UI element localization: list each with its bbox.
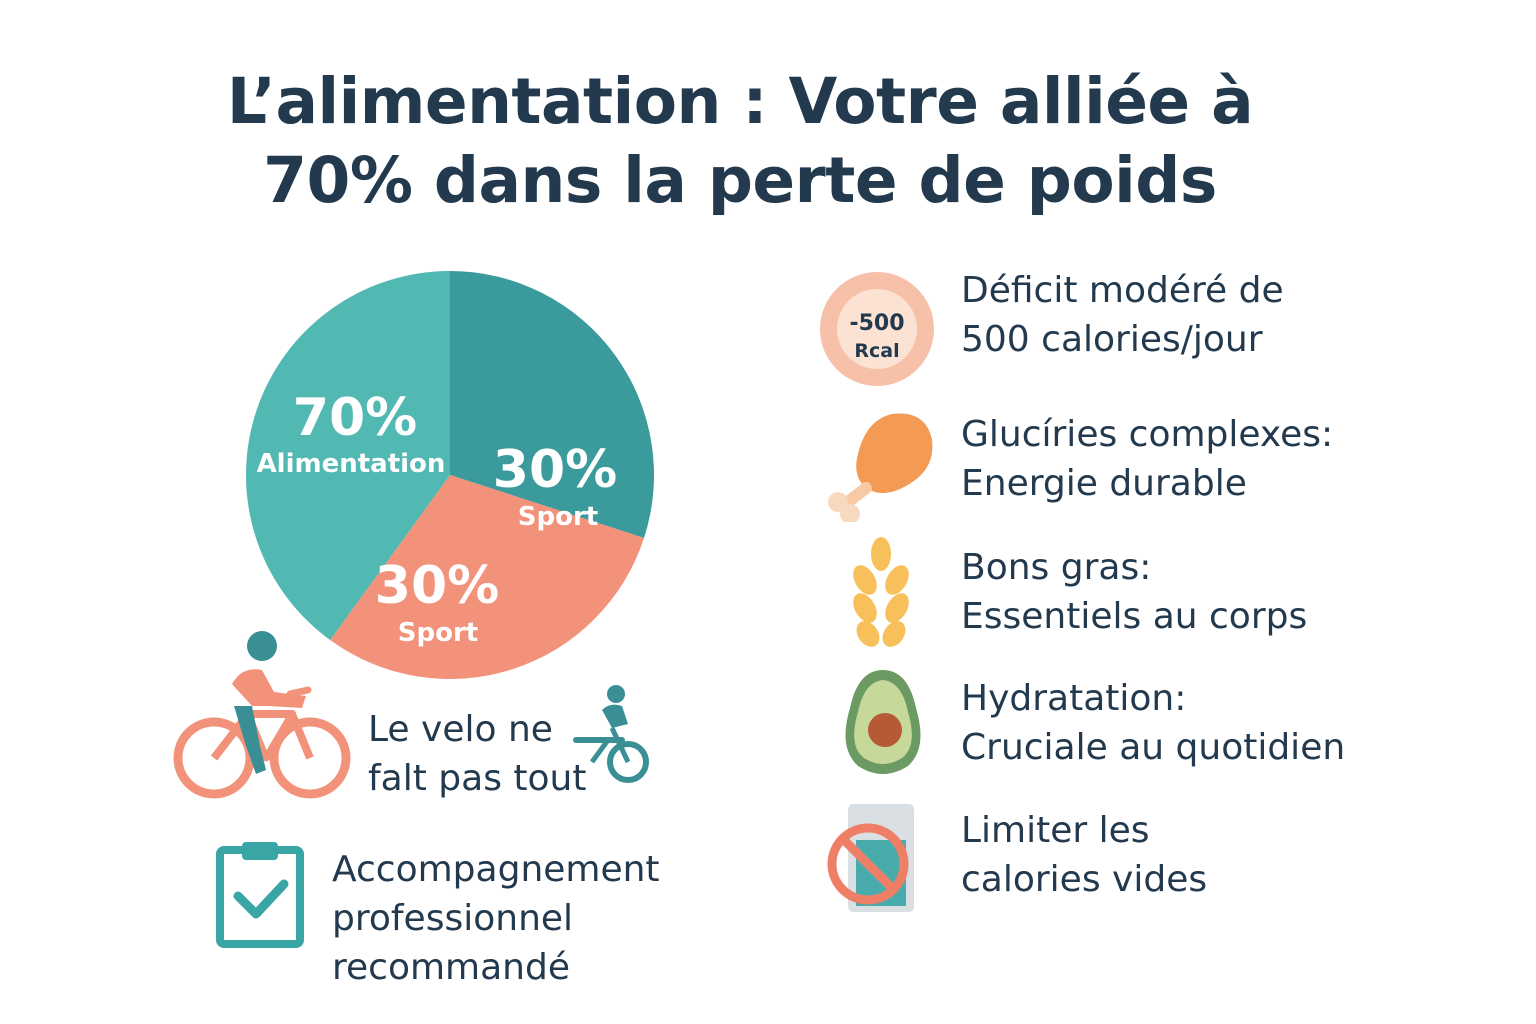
cyclist-icon bbox=[173, 631, 351, 799]
title-line-1: L’alimentation : Votre alliée à bbox=[226, 65, 1254, 138]
page-title: L’alimentation : Votre alliée à 70% dans… bbox=[0, 62, 1480, 220]
slice-label-sport-teal: Sport bbox=[518, 502, 598, 532]
small-cyclist-icon bbox=[573, 685, 649, 783]
calorie-badge-icon: -500 Rcal bbox=[820, 272, 934, 386]
badge-value: -500 bbox=[849, 311, 904, 336]
tip-2-line-2: Energie durable bbox=[961, 463, 1247, 504]
tip-4-line-1: Hydratation: bbox=[961, 678, 1187, 719]
tip-complex-carbs: Glucíries complexes: Energie durable bbox=[961, 410, 1333, 508]
tip-5-line-1: Limiter les bbox=[961, 810, 1150, 851]
badge-unit: Rcal bbox=[854, 340, 899, 362]
avocado-icon bbox=[845, 670, 921, 774]
tip-4-line-2: Cruciale au quotidien bbox=[961, 727, 1346, 768]
tip-3-line-2: Essentiels au corps bbox=[961, 596, 1308, 637]
tip-1-line-2: 500 calories/jour bbox=[961, 319, 1263, 360]
pie-slice-alimentation bbox=[245, 271, 450, 641]
tip-good-fats: Bons gras: Essentiels au corps bbox=[961, 543, 1307, 641]
bike-note: Le velo ne falt pas tout bbox=[368, 705, 586, 803]
slice-label-alimentation: Alimentation bbox=[257, 449, 446, 479]
slice-label-value-sport-coral: 30% bbox=[375, 556, 499, 616]
bike-note-line-1: Le velo ne bbox=[368, 709, 553, 750]
coaching-note: Accompagnement professionnel recommandé bbox=[332, 845, 660, 992]
slice-label-value-alimentation: 70% bbox=[293, 388, 417, 448]
chicken-drumstick-icon bbox=[828, 413, 933, 522]
coaching-line-1: Accompagnement bbox=[332, 849, 660, 890]
tip-1-line-1: Déficit modéré de bbox=[961, 270, 1284, 311]
slice-label-sport-coral: Sport bbox=[398, 618, 478, 648]
pie-slice-sport-coral bbox=[330, 475, 645, 679]
slice-label-value-sport-teal: 30% bbox=[493, 440, 617, 500]
no-glass-icon bbox=[827, 804, 914, 912]
bike-note-line-2: falt pas tout bbox=[368, 758, 587, 799]
clipboard-check-icon bbox=[216, 842, 304, 948]
coaching-line-2: professionnel bbox=[332, 898, 574, 939]
pie-chart: 70% Alimentation 30% Sport 30% Sport bbox=[245, 271, 654, 679]
tip-5-line-2: calories vides bbox=[961, 859, 1208, 900]
title-line-2: 70% dans la perte de poids bbox=[263, 144, 1217, 217]
tip-empty-calories: Limiter les calories vides bbox=[961, 806, 1207, 904]
tip-3-line-1: Bons gras: bbox=[961, 547, 1152, 588]
tip-hydration: Hydratation: Cruciale au quotidien bbox=[961, 674, 1345, 772]
tip-2-line-1: Glucíries complexes: bbox=[961, 414, 1334, 455]
pie-slice-sport-teal bbox=[450, 271, 654, 539]
coaching-line-3: recommandé bbox=[332, 947, 570, 988]
tip-calorie-deficit: Déficit modéré de 500 calories/jour bbox=[961, 266, 1284, 364]
wheat-icon bbox=[853, 537, 909, 647]
